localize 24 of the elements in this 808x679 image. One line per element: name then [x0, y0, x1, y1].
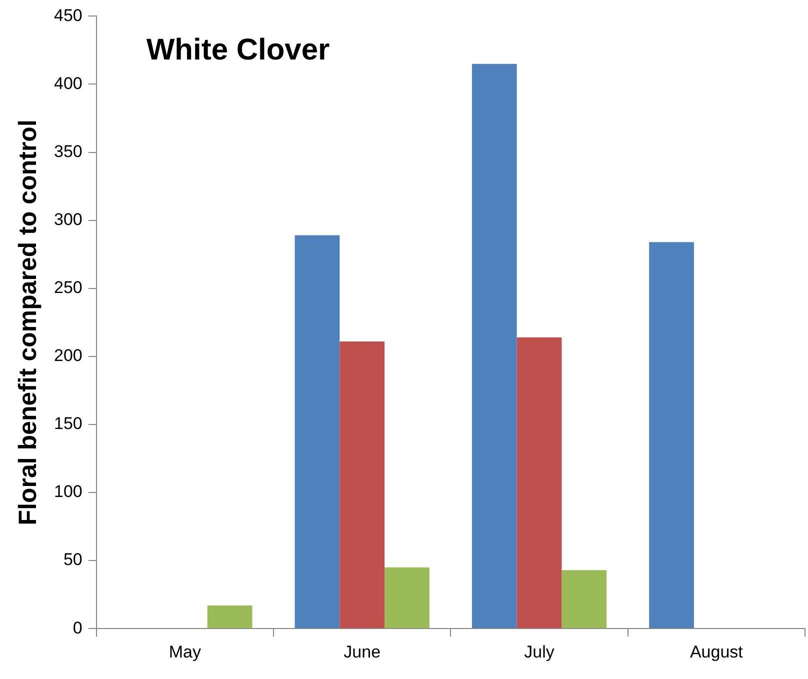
x-tick-label: July — [524, 642, 555, 662]
bar — [207, 605, 252, 628]
bar — [384, 567, 430, 628]
y-tick-label: 150 — [54, 414, 82, 434]
y-tick-label: 200 — [54, 346, 82, 366]
x-tick-label: June — [344, 642, 381, 662]
bar — [472, 64, 517, 628]
bar — [294, 235, 340, 628]
bar — [516, 337, 562, 628]
y-tick-label: 450 — [54, 6, 82, 25]
y-tick-label: 300 — [54, 210, 82, 230]
y-axis-title: Floral benefit compared to control — [14, 120, 42, 526]
bar — [562, 570, 607, 628]
y-tick-label: 0 — [72, 618, 82, 638]
y-tick-label: 100 — [54, 482, 82, 502]
x-tick-label: May — [168, 642, 202, 662]
y-tick-label: 350 — [54, 142, 82, 161]
bar — [649, 242, 694, 628]
x-tick-label: August — [690, 642, 744, 662]
text: White Clover — [146, 33, 330, 66]
bar — [340, 341, 385, 628]
y-tick-label: 50 — [63, 550, 82, 570]
y-tick-label: 400 — [54, 74, 82, 93]
y-tick-label: 250 — [54, 278, 82, 298]
